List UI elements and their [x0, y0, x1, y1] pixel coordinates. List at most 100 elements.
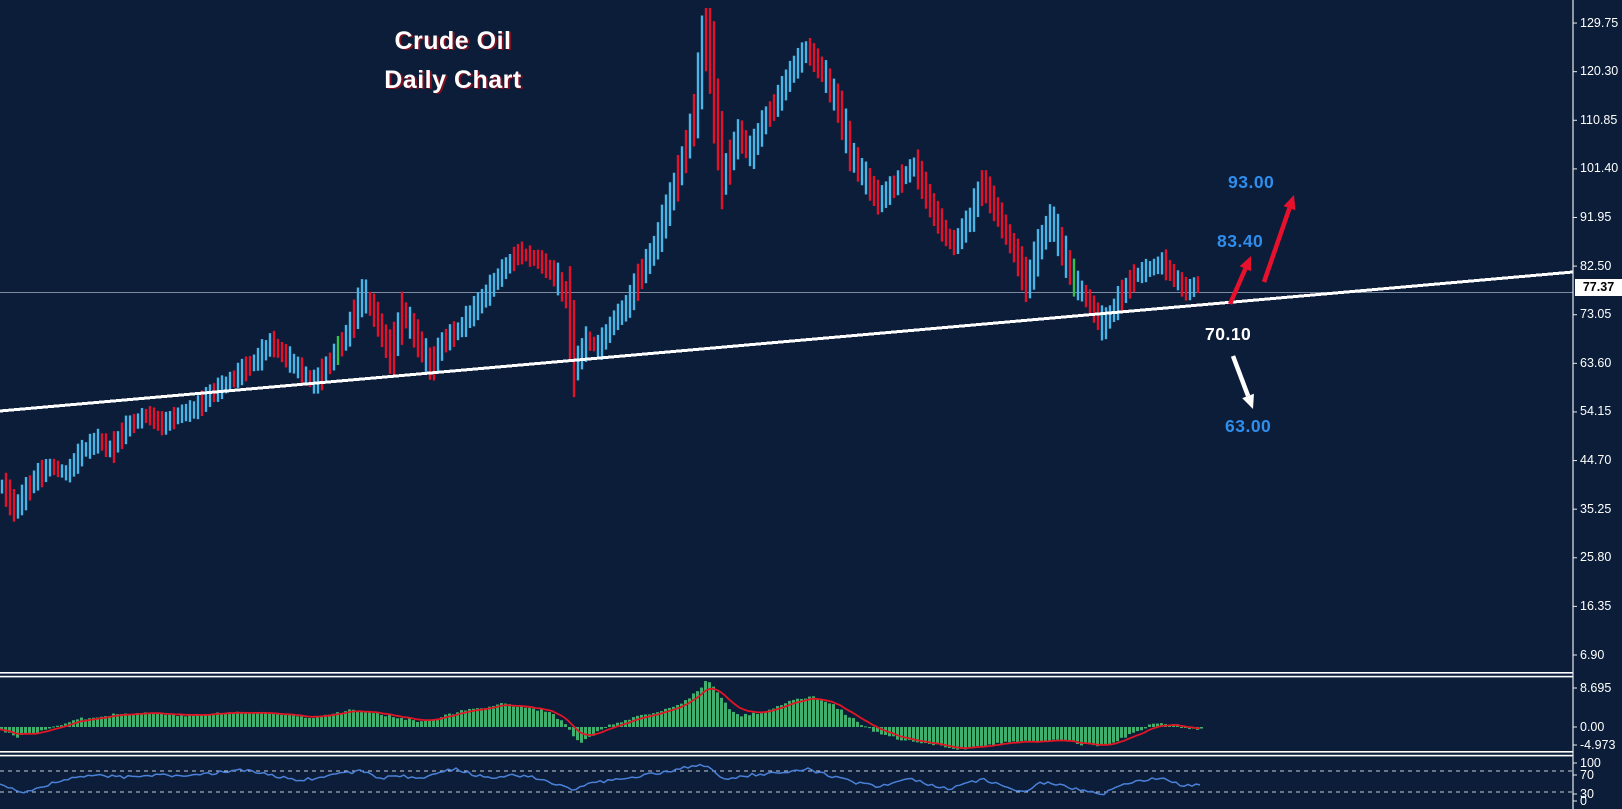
bearish-arrow[interactable] [1230, 355, 1251, 397]
macd-histogram-bar [324, 714, 327, 727]
macd-histogram-bar [828, 703, 831, 727]
macd-histogram-bar [924, 727, 927, 744]
annotation-breakdown-level[interactable]: 70.10 [1205, 324, 1252, 344]
bullish-arrow-short-head[interactable] [1239, 256, 1252, 272]
macd-histogram-bar [392, 717, 395, 727]
macd-histogram-bar [272, 713, 275, 727]
macd-histogram-bar [592, 727, 595, 736]
macd-histogram-bar [460, 710, 463, 727]
macd-histogram-bar [752, 712, 755, 727]
macd-histogram-bar [1060, 727, 1063, 741]
macd-histogram-bar [820, 700, 823, 727]
chart-title-timeframe: Daily Chart [384, 66, 522, 94]
macd-histogram-bar [148, 712, 151, 727]
macd-histogram-bar [364, 712, 367, 727]
macd-histogram-bar [748, 715, 751, 727]
macd-histogram-bar [428, 720, 431, 727]
macd-histogram-bar [1128, 727, 1131, 735]
annotation-target-mid[interactable]: 83.40 [1217, 231, 1264, 251]
macd-histogram-bar [836, 708, 839, 727]
macd-signal-line [0, 687, 1201, 750]
macd-histogram-bar [92, 717, 95, 727]
macd-histogram-bar [216, 712, 219, 727]
macd-histogram-bar [932, 727, 935, 746]
macd-histogram-bar [32, 727, 35, 735]
macd-histogram-bar [396, 718, 399, 727]
price-axis-label: 129.75 [1580, 15, 1619, 30]
macd-histogram-bar [864, 726, 867, 728]
macd-histogram-bar [1052, 727, 1055, 740]
macd-histogram-bar [512, 706, 515, 727]
macd-histogram-bar [644, 714, 647, 727]
macd-histogram-bar [652, 713, 655, 727]
macd-histogram-bar [464, 710, 467, 727]
macd-histogram-bar [716, 692, 719, 727]
macd-histogram-bar [320, 715, 323, 727]
panel-separator[interactable] [0, 675, 1573, 678]
macd-histogram-bar [28, 727, 31, 734]
macd-histogram-bar [1104, 727, 1107, 746]
macd-histogram-bar [700, 687, 703, 727]
macd-histogram-bar [440, 717, 443, 727]
macd-histogram-bar [720, 697, 723, 727]
macd-histogram-bar [1148, 724, 1151, 727]
macd-histogram-bar [1056, 727, 1059, 740]
macd-histogram-bar [1180, 727, 1183, 728]
macd-histogram-bar [432, 719, 435, 727]
macd-histogram-bar [936, 727, 939, 745]
macd-histogram-bar [348, 709, 351, 727]
annotation-target-low[interactable]: 63.00 [1225, 416, 1272, 436]
macd-histogram-bar [444, 714, 447, 727]
macd-histogram-bar [208, 714, 211, 727]
macd-histogram-bar [124, 713, 127, 727]
panel-separator[interactable] [0, 672, 1573, 674]
macd-histogram-bar [1152, 723, 1155, 727]
macd-histogram-bar [452, 714, 455, 727]
macd-histogram-bar [868, 727, 871, 729]
macd-histogram-bar [696, 691, 699, 727]
macd-histogram-bar [400, 717, 403, 727]
price-axis-label: 35.25 [1580, 501, 1612, 516]
macd-histogram-bar [564, 724, 567, 727]
macd-histogram-bar [824, 701, 827, 727]
bullish-arrow-long[interactable] [1261, 207, 1292, 283]
rsi-axis-label: 30 [1580, 786, 1594, 801]
panel-separator[interactable] [0, 754, 1573, 757]
macd-histogram-bar [600, 727, 603, 730]
price-axis-label: 25.80 [1580, 550, 1612, 565]
macd-histogram-bar [16, 727, 19, 738]
bullish-arrow-long-head[interactable] [1283, 195, 1296, 211]
price-axis-label: 120.30 [1580, 64, 1619, 79]
panel-separator[interactable] [0, 751, 1573, 753]
macd-histogram-bar [832, 704, 835, 727]
macd-histogram-bar [120, 714, 123, 727]
macd-histogram-bar [1116, 727, 1119, 742]
macd-histogram-bar [968, 727, 971, 748]
macd-histogram-bar [944, 727, 947, 748]
macd-histogram-bar [664, 708, 667, 727]
macd-histogram-bar [296, 716, 299, 727]
macd-histogram-bar [1088, 727, 1091, 745]
macd-histogram-bar [1132, 727, 1135, 733]
price-axis-label: 82.50 [1580, 258, 1612, 273]
macd-histogram-bar [508, 704, 511, 727]
macd-histogram-bar [856, 721, 859, 727]
current-price-tag: 77.37 [1575, 279, 1622, 296]
macd-histogram-bar [584, 727, 587, 740]
macd-histogram-bar [192, 715, 195, 727]
macd-histogram-bar [960, 727, 963, 749]
bullish-arrow-short[interactable] [1227, 267, 1248, 305]
macd-histogram-bar [492, 706, 495, 727]
macd-histogram-bar [344, 711, 347, 727]
annotation-target-high[interactable]: 93.00 [1228, 172, 1275, 192]
macd-histogram-bar [1080, 727, 1083, 746]
macd-histogram-bar [980, 727, 983, 746]
macd-histogram-bar [1112, 727, 1115, 743]
ascending-trendline[interactable] [0, 270, 1574, 413]
macd-histogram-bar [408, 718, 411, 727]
macd-histogram-bar [280, 714, 283, 727]
macd-histogram-bar [448, 713, 451, 727]
bearish-arrow-head[interactable] [1242, 393, 1254, 409]
